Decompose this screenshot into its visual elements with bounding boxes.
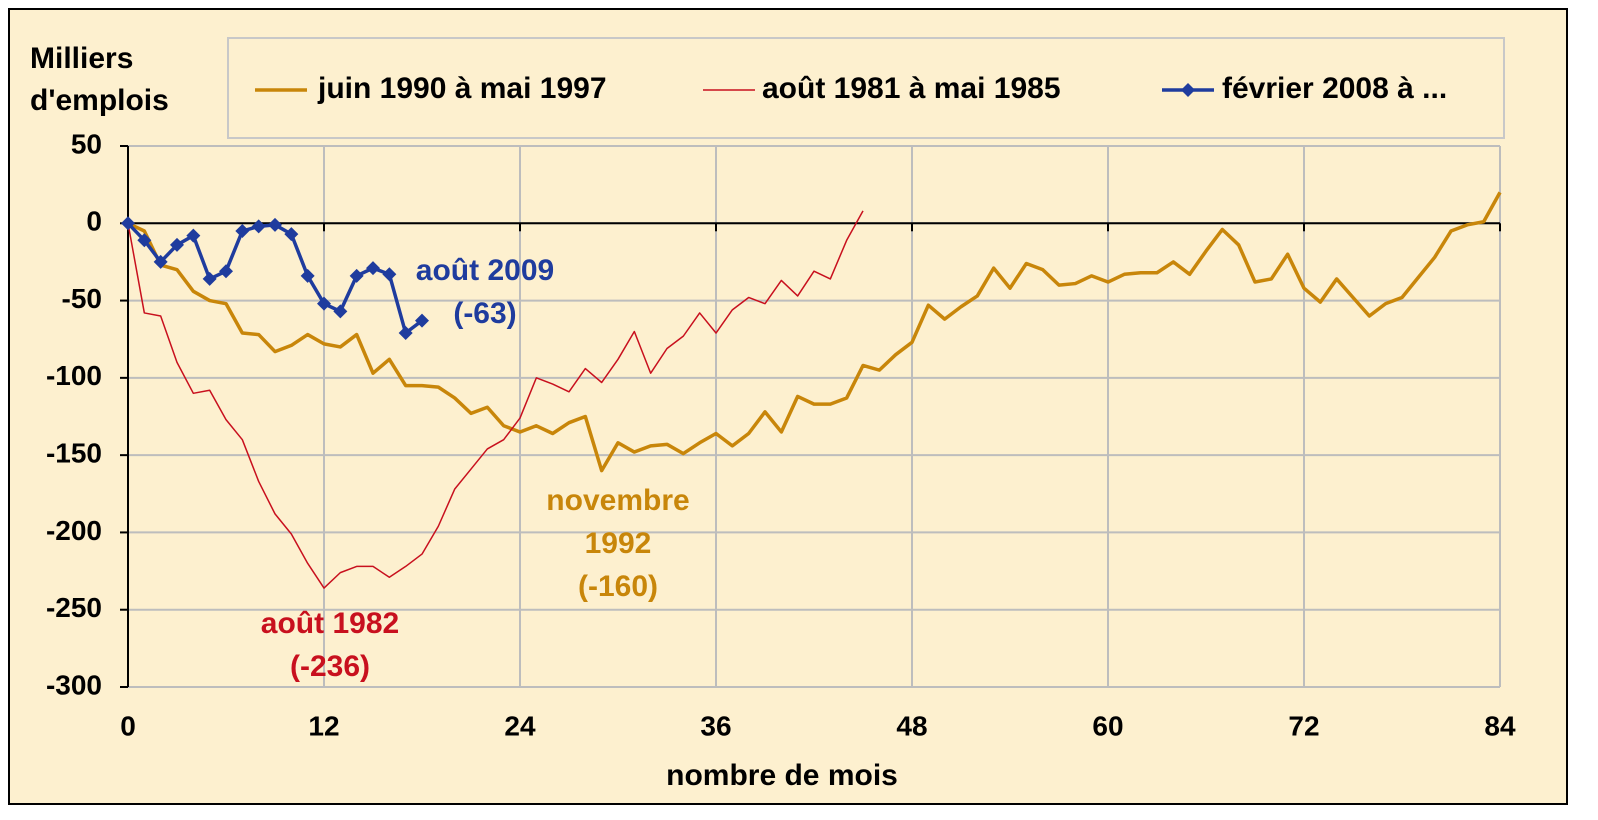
series-marker [153, 254, 168, 269]
annotation: novembre [546, 484, 689, 517]
series-marker [300, 268, 315, 283]
series-marker [398, 326, 413, 341]
series-marker [251, 219, 266, 234]
series-marker [202, 271, 217, 286]
series-marker [219, 264, 233, 279]
annotation: (-63) [453, 297, 516, 330]
series-marker [170, 237, 184, 252]
y-axis-label: d'emplois [30, 84, 169, 117]
annotation: 1992 [585, 527, 652, 560]
series-line [127, 210, 864, 589]
y-tick-label: -200 [46, 515, 102, 546]
series-marker [415, 313, 429, 328]
y-tick-label: -150 [46, 438, 102, 469]
x-tick-label: 36 [700, 710, 731, 741]
y-tick-label: -50 [62, 283, 102, 314]
legend-label: juin 1990 à mai 1997 [317, 72, 607, 105]
series-marker [382, 267, 397, 282]
legend-marker [1181, 83, 1195, 97]
x-axis-label: nombre de mois [666, 759, 898, 792]
series-marker [366, 261, 380, 276]
y-tick-label: -300 [46, 669, 102, 700]
y-tick-label: -100 [46, 360, 102, 391]
series-marker [333, 304, 348, 319]
x-tick-label: 0 [120, 710, 136, 741]
chart-frame [8, 8, 1568, 805]
series-marker [349, 268, 364, 283]
y-tick-label: -250 [46, 592, 102, 623]
x-tick-label: 84 [1484, 710, 1516, 741]
series-marker [121, 216, 135, 231]
legend-label: février 2008 à ... [1222, 72, 1447, 105]
series-marker [186, 228, 201, 243]
series-marker [268, 217, 282, 232]
y-tick-label: 0 [86, 206, 102, 237]
series-line [127, 191, 1502, 473]
annotation: août 2009 [416, 254, 554, 287]
x-tick-label: 72 [1288, 710, 1319, 741]
x-tick-label: 48 [896, 710, 927, 741]
annotation: (-160) [578, 570, 658, 603]
series-marker [235, 224, 250, 239]
annotation: (-236) [290, 650, 370, 683]
series-marker [317, 296, 331, 311]
x-tick-label: 60 [1092, 710, 1123, 741]
y-axis-label: Milliers [30, 42, 133, 75]
x-tick-label: 24 [504, 710, 536, 741]
series-marker [284, 227, 299, 242]
annotation: août 1982 [261, 607, 399, 640]
series-marker [137, 233, 152, 248]
y-tick-label: 50 [71, 128, 102, 159]
x-tick-label: 12 [308, 710, 339, 741]
legend-box [227, 37, 1505, 139]
legend-label: août 1981 à mai 1985 [762, 72, 1061, 105]
